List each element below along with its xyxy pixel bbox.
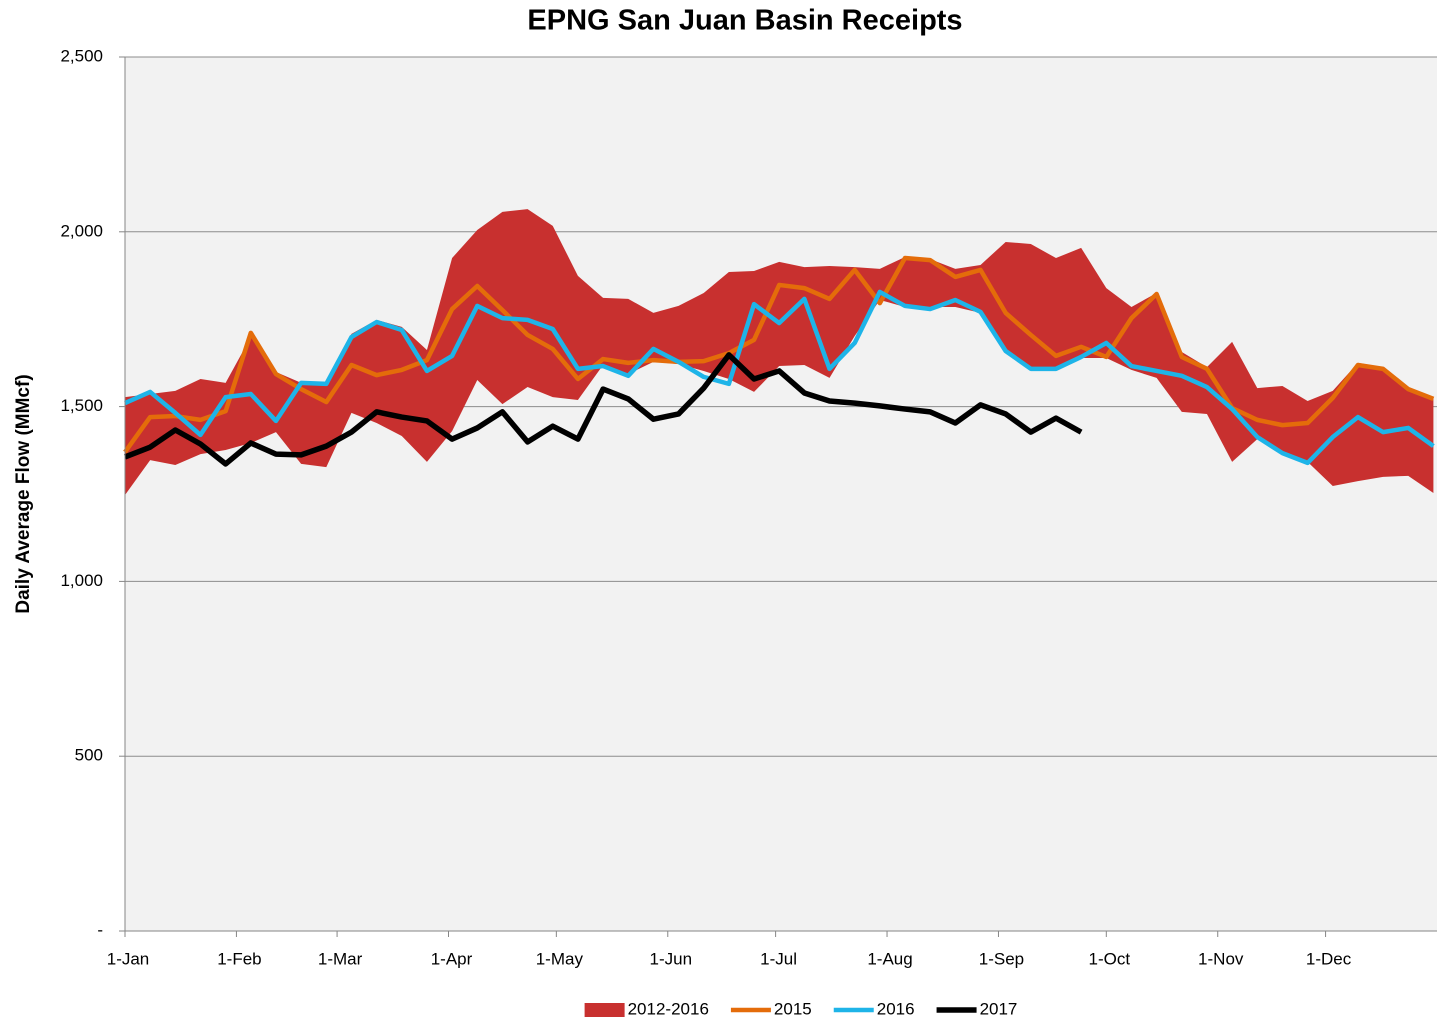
plot-area xyxy=(125,57,1437,931)
legend-label: 2015 xyxy=(774,999,812,1018)
x-tick-label: 1-Jul xyxy=(760,949,797,968)
legend-label: 2012-2016 xyxy=(628,999,709,1018)
x-tick-label: 1-Apr xyxy=(431,949,473,968)
legend-label: 2017 xyxy=(980,999,1018,1018)
series-line xyxy=(124,289,1435,466)
series-line xyxy=(123,255,1435,454)
x-tick-label: 1-Nov xyxy=(1198,949,1244,968)
chart-title: EPNG San Juan Basin Receipts xyxy=(527,5,962,37)
y-tick-label: - xyxy=(97,920,103,939)
y-tick-label: 2,000 xyxy=(60,221,103,240)
legend-items: 2012-2016 2015 2016 2017 xyxy=(584,999,1018,1018)
x-tick-label: 1-Jun xyxy=(650,949,693,968)
x-tick-label: 1-Sep xyxy=(979,949,1024,968)
x-tick-label: 1-Jan xyxy=(107,949,150,968)
x-tick-label: 1-Aug xyxy=(867,949,912,968)
legend-label: 2016 xyxy=(877,999,915,1018)
x-tick-label: 1-Oct xyxy=(1089,949,1131,968)
x-tick-label: 1-Feb xyxy=(217,949,261,968)
y-tick-label: 1,500 xyxy=(60,396,103,415)
y-axis-title: Daily Average Flow (MMcf) xyxy=(13,374,34,613)
x-tick-label: 1-Dec xyxy=(1306,949,1352,968)
legend-swatch xyxy=(584,1003,625,1017)
y-tick-label: 1,000 xyxy=(60,571,103,590)
x-tick-label: 1-Mar xyxy=(318,949,363,968)
y-tick-label: 2,500 xyxy=(60,46,103,65)
range-band xyxy=(125,209,1434,496)
axes: - 500 1,000 1,500 2,000 2,500 1-Jan 1-Feb 1-Mar 1… xyxy=(60,46,1437,968)
legend: 2012-2016 2015 2016 2017 xyxy=(584,999,1018,1018)
y-tick-label: 500 xyxy=(75,746,103,765)
marks xyxy=(123,209,1435,496)
series-line xyxy=(124,352,1083,467)
x-tick-label: 1-May xyxy=(536,949,584,968)
